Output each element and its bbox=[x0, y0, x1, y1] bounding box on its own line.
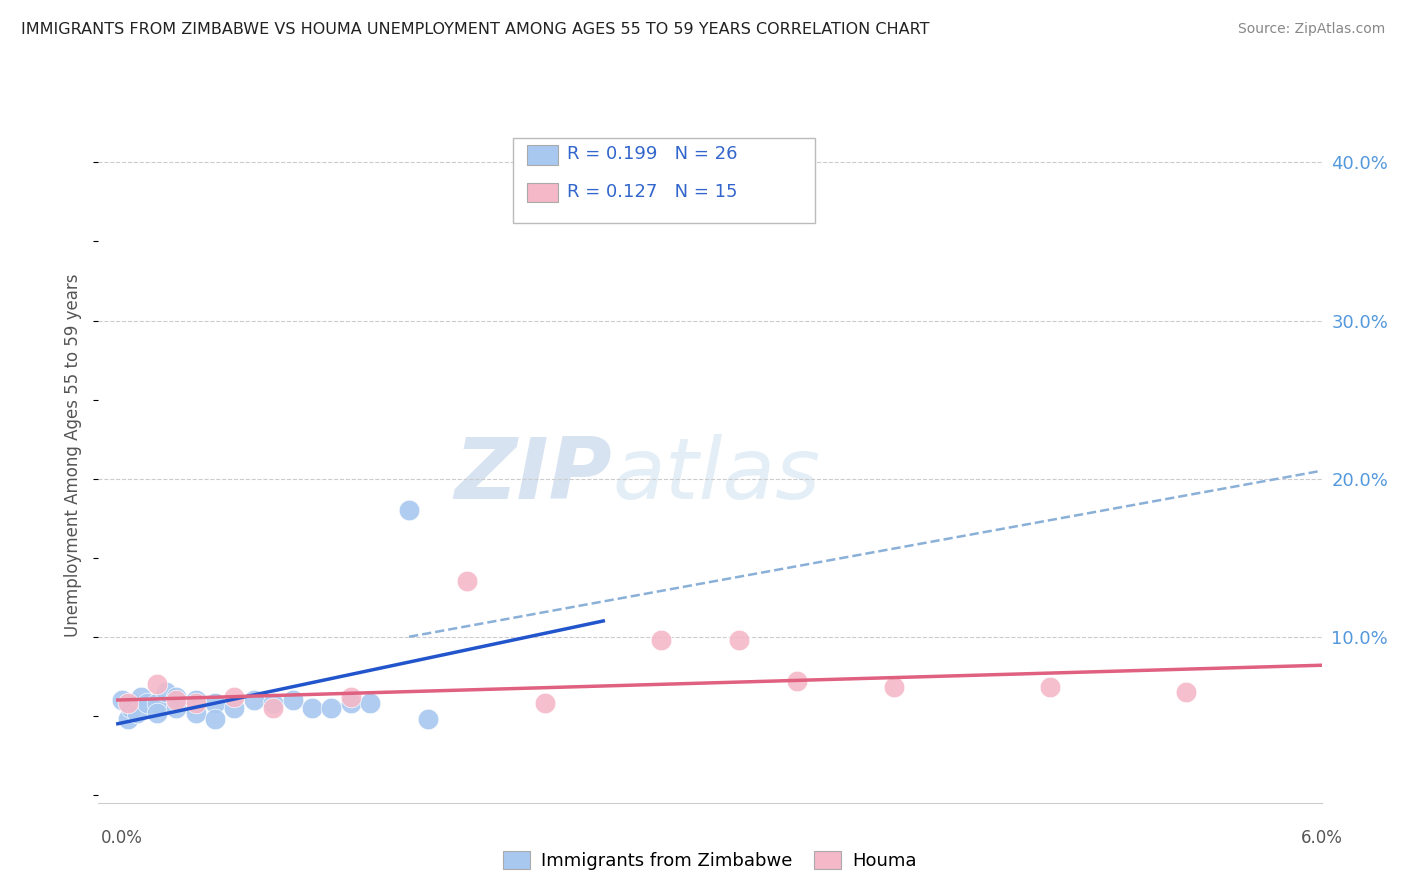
Text: 6.0%: 6.0% bbox=[1301, 829, 1343, 847]
Point bbox=[165, 701, 187, 715]
Point bbox=[398, 503, 420, 517]
Point bbox=[184, 696, 207, 710]
Point bbox=[359, 696, 381, 710]
Text: Source: ZipAtlas.com: Source: ZipAtlas.com bbox=[1237, 22, 1385, 37]
Point bbox=[184, 693, 207, 707]
Y-axis label: Unemployment Among Ages 55 to 59 years: Unemployment Among Ages 55 to 59 years bbox=[65, 273, 83, 637]
Point bbox=[145, 677, 167, 691]
Point bbox=[145, 696, 167, 710]
Point bbox=[340, 690, 363, 704]
Text: 0.0%: 0.0% bbox=[101, 829, 143, 847]
Point bbox=[1039, 681, 1062, 695]
Legend: Immigrants from Zimbabwe, Houma: Immigrants from Zimbabwe, Houma bbox=[496, 844, 924, 877]
Point bbox=[242, 693, 264, 707]
Point bbox=[204, 712, 226, 726]
Point bbox=[155, 685, 177, 699]
Point bbox=[204, 696, 226, 710]
Point bbox=[262, 701, 284, 715]
Point bbox=[321, 701, 343, 715]
Point bbox=[650, 632, 672, 647]
Point bbox=[136, 696, 159, 710]
Point bbox=[340, 696, 363, 710]
Point bbox=[111, 693, 134, 707]
Point bbox=[224, 701, 246, 715]
Point bbox=[301, 701, 323, 715]
Point bbox=[120, 701, 142, 715]
Point bbox=[127, 706, 149, 720]
Text: R = 0.199   N = 26: R = 0.199 N = 26 bbox=[567, 145, 737, 163]
Point bbox=[1174, 685, 1197, 699]
Point bbox=[592, 202, 614, 217]
Point bbox=[117, 696, 139, 710]
Point bbox=[145, 706, 167, 720]
Text: R = 0.127   N = 15: R = 0.127 N = 15 bbox=[567, 183, 737, 201]
Point bbox=[184, 706, 207, 720]
Text: ZIP: ZIP bbox=[454, 434, 612, 517]
Text: IMMIGRANTS FROM ZIMBABWE VS HOUMA UNEMPLOYMENT AMONG AGES 55 TO 59 YEARS CORRELA: IMMIGRANTS FROM ZIMBABWE VS HOUMA UNEMPL… bbox=[21, 22, 929, 37]
Point bbox=[728, 632, 751, 647]
Text: atlas: atlas bbox=[612, 434, 820, 517]
Point bbox=[534, 696, 557, 710]
Point bbox=[117, 712, 139, 726]
Point bbox=[883, 681, 905, 695]
Point bbox=[281, 693, 304, 707]
Point bbox=[418, 712, 440, 726]
Point bbox=[165, 693, 187, 707]
Point bbox=[165, 690, 187, 704]
Point bbox=[224, 690, 246, 704]
Point bbox=[129, 690, 152, 704]
Point bbox=[786, 674, 808, 689]
Point bbox=[262, 696, 284, 710]
Point bbox=[456, 574, 478, 589]
